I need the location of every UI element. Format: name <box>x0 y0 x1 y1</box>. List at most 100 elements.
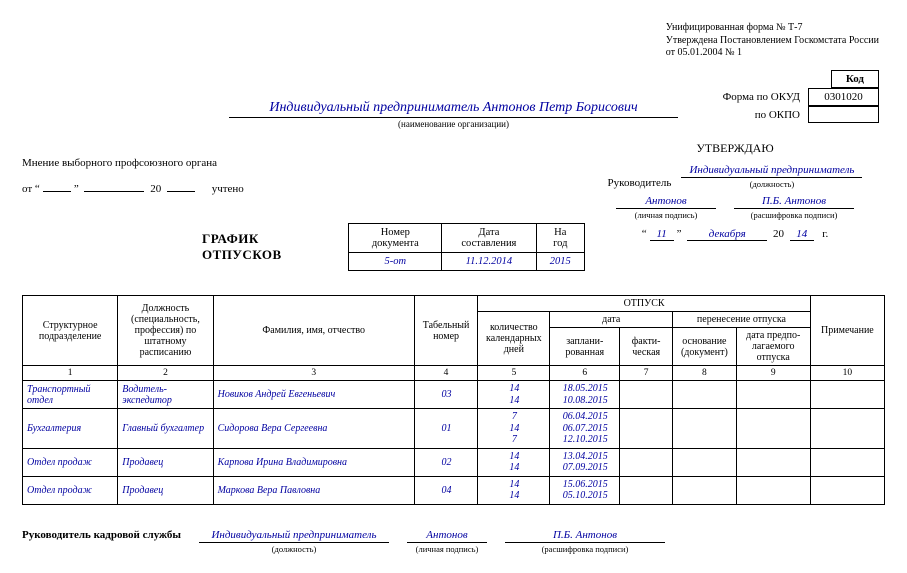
footer-position: Индивидуальный предприниматель <box>199 529 389 543</box>
table-row-tabnum: 02 <box>414 448 478 476</box>
approve-block: УТВЕРЖДАЮ Руководитель Индивидуальный пр… <box>585 141 885 241</box>
form-header: Унифицированная форма № Т-7 Утверждена П… <box>666 22 879 60</box>
h-tabnum: Табельный номер <box>414 296 478 366</box>
codes-table: Код <box>831 70 879 88</box>
approve-position: Индивидуальный предприниматель <box>681 164 862 178</box>
table-row-fio: Карпова Ирина Владимировна <box>213 448 414 476</box>
form-line3: от 05.01.2004 № 1 <box>666 47 879 60</box>
h-transfer: перенесение отпуска <box>673 312 811 328</box>
colnum-9: 9 <box>736 366 810 381</box>
date-value: 11.12.2014 <box>442 253 536 271</box>
approve-surname: Антонов <box>616 195 716 209</box>
mnenie-header: Мнение выборного профсоюзного органа <box>22 157 585 169</box>
table-row-days: 7147 <box>478 409 550 449</box>
okpo-label: по ОКПО <box>755 109 800 121</box>
footer-name-sub: (расшифровка подписи) <box>505 544 665 554</box>
doc-title: ГРАФИК ОТПУСКОВ <box>202 231 334 263</box>
colnum-5: 5 <box>478 366 550 381</box>
table-row-dates: 15.06.201505.10.2015 <box>550 476 620 504</box>
table-row-basis <box>673 448 737 476</box>
table-row-dates: 06.04.201506.07.201512.10.2015 <box>550 409 620 449</box>
mnenie-month <box>84 191 144 192</box>
mnenie-twenty: 20 <box>150 183 161 195</box>
okpo-value <box>809 107 879 123</box>
approve-year: 14 <box>790 228 814 241</box>
form-line1: Унифицированная форма № Т-7 <box>666 22 879 35</box>
footer-position-sub: (должность) <box>199 544 389 554</box>
table-row-position: Главный бухгалтер <box>118 409 213 449</box>
table-row-fio: Сидорова Вера Сергеевна <box>213 409 414 449</box>
colnum-10: 10 <box>810 366 884 381</box>
h-fio: Фамилия, имя, отчество <box>213 296 414 366</box>
h-basis: основание (документ) <box>673 328 737 366</box>
table-row-note <box>810 409 884 449</box>
codes-block: Код Форма по ОКУД 0301020 по ОКПО <box>723 70 879 123</box>
num-value: 5-от <box>349 253 442 271</box>
approve-year-prefix: 20 <box>773 228 784 240</box>
table-row-actual <box>620 409 673 449</box>
table-row-newdate <box>736 476 810 504</box>
table-row-dept: Отдел продаж <box>23 448 118 476</box>
okud-value: 0301020 <box>809 89 879 106</box>
table-row-note <box>810 476 884 504</box>
mnenie-ot: от <box>22 183 32 195</box>
approve-month: декабря <box>687 228 767 241</box>
mnenie-block: Мнение выборного профсоюзного органа от … <box>22 157 585 271</box>
date-header: Дата составления <box>442 224 536 253</box>
h-date: дата <box>550 312 673 328</box>
table-row-days: 1414 <box>478 381 550 409</box>
table-row-tabnum: 01 <box>414 409 478 449</box>
h-days: количество календарных дней <box>478 312 550 366</box>
approve-position-sub: (должность) <box>681 179 862 189</box>
table-row-dates: 18.05.201510.08.2015 <box>550 381 620 409</box>
table-row-basis <box>673 381 737 409</box>
year-value: 2015 <box>536 253 584 271</box>
mnenie-day <box>43 191 71 192</box>
table-row-newdate <box>736 381 810 409</box>
codes-header: Код <box>831 71 878 88</box>
table-row-dept: Транспортный отдел <box>23 381 118 409</box>
mnenie-uchteno: учтено <box>212 183 244 195</box>
colnum-4: 4 <box>414 366 478 381</box>
approve-name: П.Б. Антонов <box>734 195 854 209</box>
num-header: Номер документа <box>349 224 442 253</box>
table-row-actual <box>620 381 673 409</box>
colnum-1: 1 <box>23 366 118 381</box>
table-row-note <box>810 381 884 409</box>
leader-label: Руководитель <box>608 177 672 189</box>
okud-label: Форма по ОКУД <box>723 91 800 103</box>
h-planned: заплани-рованная <box>550 328 620 366</box>
table-row-dates: 13.04.201507.09.2015 <box>550 448 620 476</box>
h-note: Примечание <box>810 296 884 366</box>
h-dept: Структурное подразделение <box>23 296 118 366</box>
table-row-dept: Отдел продаж <box>23 476 118 504</box>
approve-name-sub: (расшифровка подписи) <box>734 210 854 220</box>
colnum-3: 3 <box>213 366 414 381</box>
colnum-7: 7 <box>620 366 673 381</box>
table-row-position: Продавец <box>118 476 213 504</box>
footer-name: П.Б. Антонов <box>505 529 665 543</box>
approve-surname-sub: (личная подпись) <box>616 210 716 220</box>
colnum-8: 8 <box>673 366 737 381</box>
colnum-6: 6 <box>550 366 620 381</box>
table-row-days: 1414 <box>478 476 550 504</box>
table-row-position: Продавец <box>118 448 213 476</box>
table-row-fio: Новиков Андрей Евгеньевич <box>213 381 414 409</box>
table-row-days: 1414 <box>478 448 550 476</box>
org-name: Индивидуальный предприниматель Антонов П… <box>229 100 677 118</box>
table-row-newdate <box>736 409 810 449</box>
h-actual: факти-ческая <box>620 328 673 366</box>
approve-day: 11 <box>650 228 674 241</box>
table-row-tabnum: 03 <box>414 381 478 409</box>
table-row-actual <box>620 448 673 476</box>
table-row-basis <box>673 476 737 504</box>
table-row-note <box>810 448 884 476</box>
approve-g: г. <box>822 228 828 240</box>
h-vacation: ОТПУСК <box>478 296 810 312</box>
table-row-position: Водитель-экспедитор <box>118 381 213 409</box>
table-row-dept: Бухгалтерия <box>23 409 118 449</box>
table-row-fio: Маркова Вера Павловна <box>213 476 414 504</box>
footer-sig: Руководитель кадровой службы Индивидуаль… <box>22 529 885 554</box>
colnum-2: 2 <box>118 366 213 381</box>
h-position: Должность (специальность, профессия) по … <box>118 296 213 366</box>
